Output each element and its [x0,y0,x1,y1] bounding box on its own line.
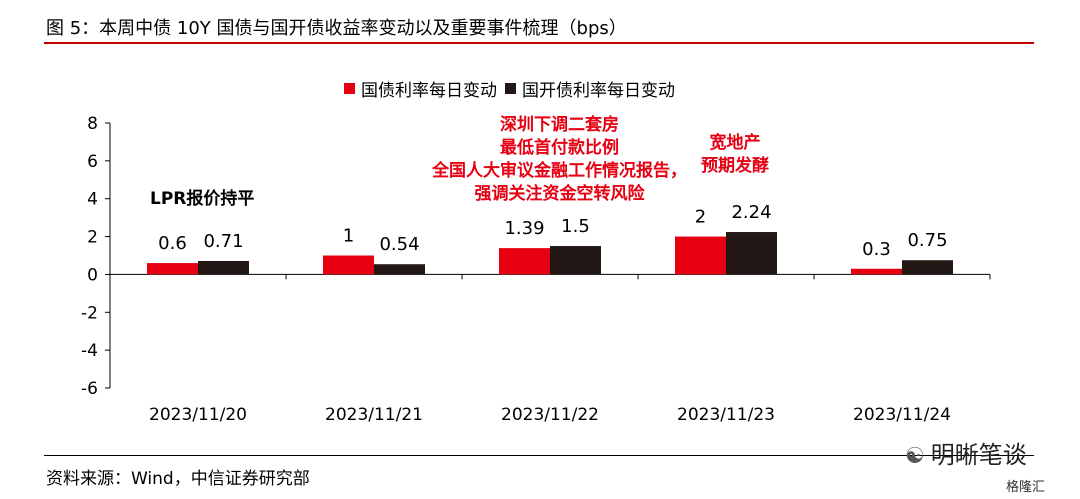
title-divider [44,42,1034,44]
y-tick-label: 0 [87,265,98,285]
y-tick-label: -4 [81,341,98,361]
bar-treasury-2023/11/24 [851,268,902,275]
bar-treasury-2023/11/21 [323,255,374,275]
legend-item-series2: 国开债利率每日变动 [505,76,675,101]
x-category-label: 2023/11/21 [325,405,423,425]
legend-label-series1: 国债利率每日变动 [361,81,497,101]
y-tick-label: 8 [87,114,98,134]
wechat-icon: ☯ [905,444,925,469]
annotation-policy-line2: 最低首付款比例 [500,138,619,158]
legend-swatch-series2 [505,83,516,94]
data-label: 1.39 [504,218,544,239]
legend-swatch-series1 [344,83,355,94]
x-category-label: 2023/11/23 [677,405,775,425]
legend-item-series1: 国债利率每日变动 [344,76,497,101]
data-label: 2.24 [731,202,771,223]
source-note: 资料来源：Wind，中信证券研究部 [46,469,310,489]
bar-treasury-2023/11/20 [147,263,198,275]
watermark: ☯ 明晰笔谈 [905,435,1027,470]
bar-cdb-2023/11/21 [374,264,425,275]
data-label: 0.71 [203,231,243,252]
bar-treasury-2023/11/23 [675,236,726,275]
y-tick-label: 2 [87,228,98,248]
annotation-policy: 深圳下调二套房 最低首付款比例 全国人大审议金融工作情况报告， 强调关注资金空转… [382,114,737,206]
y-tick-label: -2 [81,303,98,323]
y-tick-label: -6 [81,379,98,399]
bar-cdb-2023/11/20 [198,260,249,275]
watermark-small: 格隆汇 [1006,480,1046,495]
data-label: 0.75 [907,230,947,251]
chart-legend: 国债利率每日变动 国开债利率每日变动 [344,76,683,101]
watermark-text: 明晰笔谈 [930,441,1027,469]
bar-treasury-2023/11/22 [499,248,550,275]
bar-cdb-2023/11/22 [550,246,601,275]
x-category-label: 2023/11/20 [149,405,247,425]
y-tick-label: 4 [87,190,98,210]
annotation-property: 宽地产 预期发酵 [680,132,790,178]
annotation-lpr: LPR报价持平 [150,189,255,209]
annotation-policy-line1: 深圳下调二套房 [500,115,619,135]
footer-divider [44,455,1034,456]
data-label: 0.3 [862,239,891,260]
bar-cdb-2023/11/24 [902,260,953,275]
y-tick-label: 6 [87,152,98,172]
x-category-label: 2023/11/24 [853,405,951,425]
data-label: 0.54 [379,234,419,255]
data-label: 2 [695,207,706,228]
annotation-property-line2: 预期发酵 [701,156,769,176]
annotation-property-line1: 宽地产 [709,133,761,153]
legend-label-series2: 国开债利率每日变动 [522,81,675,101]
bar-cdb-2023/11/23 [726,232,777,275]
data-label: 1.5 [561,216,590,237]
chart-title: 图 5：本周中债 10Y 国债与国开债收益率变动以及重要事件梳理（bps） [46,18,627,39]
data-label: 0.6 [158,233,187,254]
data-label: 1 [343,226,354,247]
x-category-label: 2023/11/22 [501,405,599,425]
annotation-policy-line4: 强调关注资金空转风险 [474,184,645,204]
annotation-policy-line3: 全国人大审议金融工作情况报告， [432,161,687,181]
